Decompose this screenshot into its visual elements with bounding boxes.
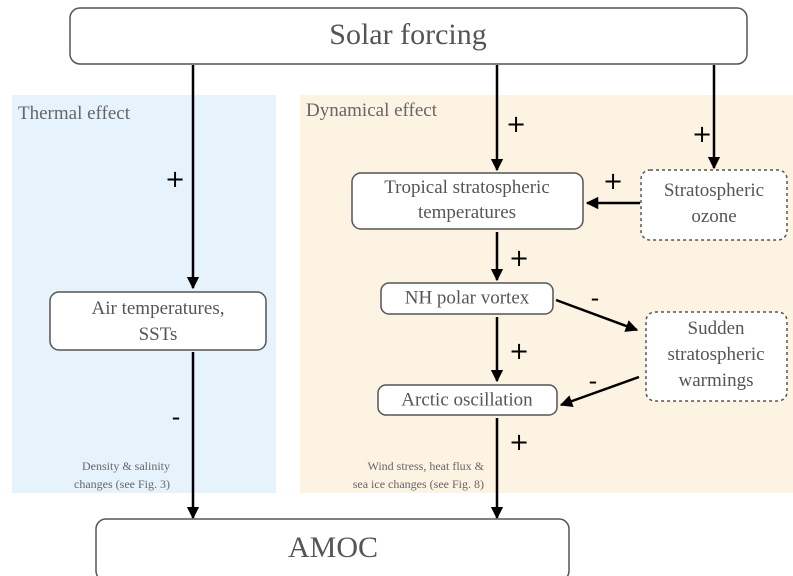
edge-sign: -	[589, 367, 598, 395]
node-label: NH polar vortex	[405, 287, 530, 308]
node-label: Tropical stratospheric temperatures	[384, 177, 550, 223]
node-label: AMOC	[288, 531, 378, 564]
node-label: Solar forcing	[329, 18, 486, 51]
edge-sign: +	[603, 167, 623, 195]
node-label: Arctic oscillation	[401, 389, 533, 410]
arrow	[555, 298, 639, 332]
edge-sign: +	[165, 165, 185, 193]
node-label: Air temperatures, SSTs	[92, 298, 225, 345]
edge-sign: -	[591, 284, 600, 312]
panel-label: Dynamical effect	[306, 100, 438, 121]
node-label: Sudden stratospheric warmings	[667, 318, 764, 391]
edge-sign: +	[509, 337, 529, 365]
edge-sign: +	[506, 110, 526, 138]
node-box	[49, 291, 267, 351]
node-label: Stratospheric ozone	[664, 180, 764, 227]
node-box	[95, 518, 570, 576]
edge-sign: -	[172, 403, 181, 431]
note: Wind stress, heat flux & sea ice changes …	[353, 459, 485, 491]
arrow	[559, 375, 640, 408]
node-box	[645, 311, 788, 402]
node-box	[380, 282, 554, 315]
panel-label: Thermal effect	[18, 103, 131, 124]
edge-sign: +	[509, 428, 529, 456]
node-box	[640, 169, 788, 241]
node-box	[69, 7, 748, 65]
note: Density & salinity changes (see Fig. 3)	[74, 459, 170, 491]
edge-sign: +	[692, 120, 712, 148]
node-box	[351, 172, 584, 230]
edge-sign: +	[509, 244, 529, 272]
node-box	[377, 384, 558, 416]
